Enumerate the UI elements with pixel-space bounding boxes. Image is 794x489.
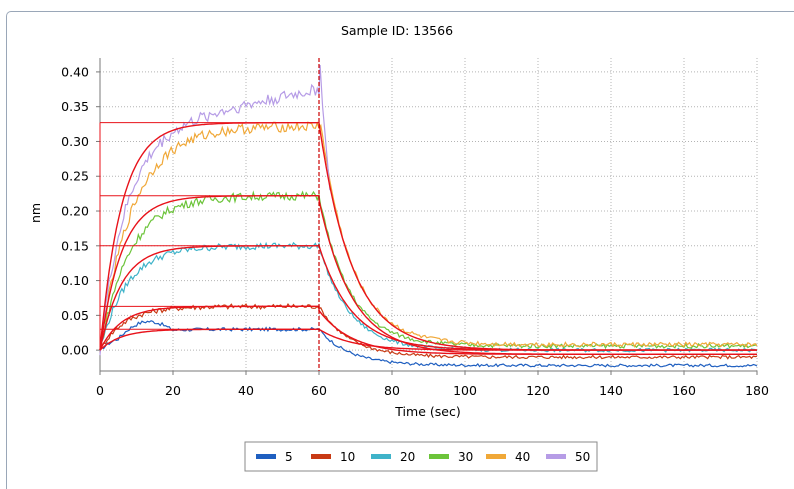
legend-swatch-40 bbox=[486, 454, 506, 459]
y-tick-label: 0.25 bbox=[61, 169, 89, 184]
series-line-10 bbox=[99, 303, 758, 360]
x-ticks: 0 20 40 60 80 100 120 140 160 180 bbox=[96, 371, 769, 398]
y-tick-label: 0.10 bbox=[61, 273, 89, 288]
legend-label-10: 10 bbox=[340, 450, 355, 464]
legend: 5 10 20 30 40 50 bbox=[244, 441, 598, 472]
x-tick-label: 60 bbox=[311, 383, 327, 398]
y-tick-label: 0.30 bbox=[61, 134, 89, 149]
y-tick-label: 0.35 bbox=[61, 99, 89, 114]
x-axis-label: Time (sec) bbox=[394, 404, 460, 419]
fit-curve bbox=[99, 245, 757, 351]
fit-lines bbox=[99, 122, 757, 355]
series-line-40 bbox=[99, 121, 758, 348]
series-line-5 bbox=[99, 320, 758, 368]
chart-window bbox=[6, 11, 794, 489]
legend-label-50: 50 bbox=[575, 450, 590, 464]
gridlines bbox=[100, 58, 758, 371]
x-tick-label: 140 bbox=[599, 383, 623, 398]
y-tick-label: 0.05 bbox=[61, 308, 89, 323]
legend-box bbox=[244, 441, 598, 472]
series-lines bbox=[99, 64, 758, 368]
fit-curve bbox=[99, 195, 757, 355]
x-tick-label: 120 bbox=[526, 383, 550, 398]
x-tick-label: 100 bbox=[453, 383, 477, 398]
y-tick-label: 0.00 bbox=[61, 343, 89, 358]
legend-swatch-30 bbox=[429, 454, 449, 459]
x-tick-label: 0 bbox=[96, 383, 104, 398]
series-line-30 bbox=[99, 190, 758, 350]
x-tick-label: 40 bbox=[238, 383, 254, 398]
x-tick-label: 160 bbox=[672, 383, 696, 398]
legend-label-40: 40 bbox=[515, 450, 530, 464]
y-ticks: 0.00 0.05 0.10 0.15 0.20 0.25 0.30 0.35 0.40 bbox=[61, 64, 100, 358]
legend-label-5: 5 bbox=[285, 450, 293, 464]
y-tick-label: 0.40 bbox=[61, 64, 89, 79]
series-line-50 bbox=[99, 64, 331, 356]
y-tick-label: 0.20 bbox=[61, 204, 89, 219]
legend-swatch-20 bbox=[371, 454, 391, 459]
legend-swatch-50 bbox=[546, 454, 566, 459]
legend-swatch-10 bbox=[311, 454, 331, 459]
fit-curve bbox=[99, 122, 757, 351]
plot-border bbox=[99, 58, 757, 372]
chart-title: Sample ID: 13566 bbox=[340, 23, 454, 38]
legend-label-30: 30 bbox=[458, 450, 473, 464]
x-tick-label: 80 bbox=[384, 383, 400, 398]
y-axis-label: nm bbox=[28, 203, 43, 223]
y-tick-label: 0.15 bbox=[61, 238, 89, 253]
x-tick-label: 180 bbox=[745, 383, 769, 398]
fit-curve bbox=[99, 305, 757, 355]
series-line-20 bbox=[99, 241, 758, 353]
legend-label-20: 20 bbox=[400, 450, 415, 464]
x-tick-label: 20 bbox=[165, 383, 181, 398]
legend-swatch-5 bbox=[256, 454, 276, 459]
